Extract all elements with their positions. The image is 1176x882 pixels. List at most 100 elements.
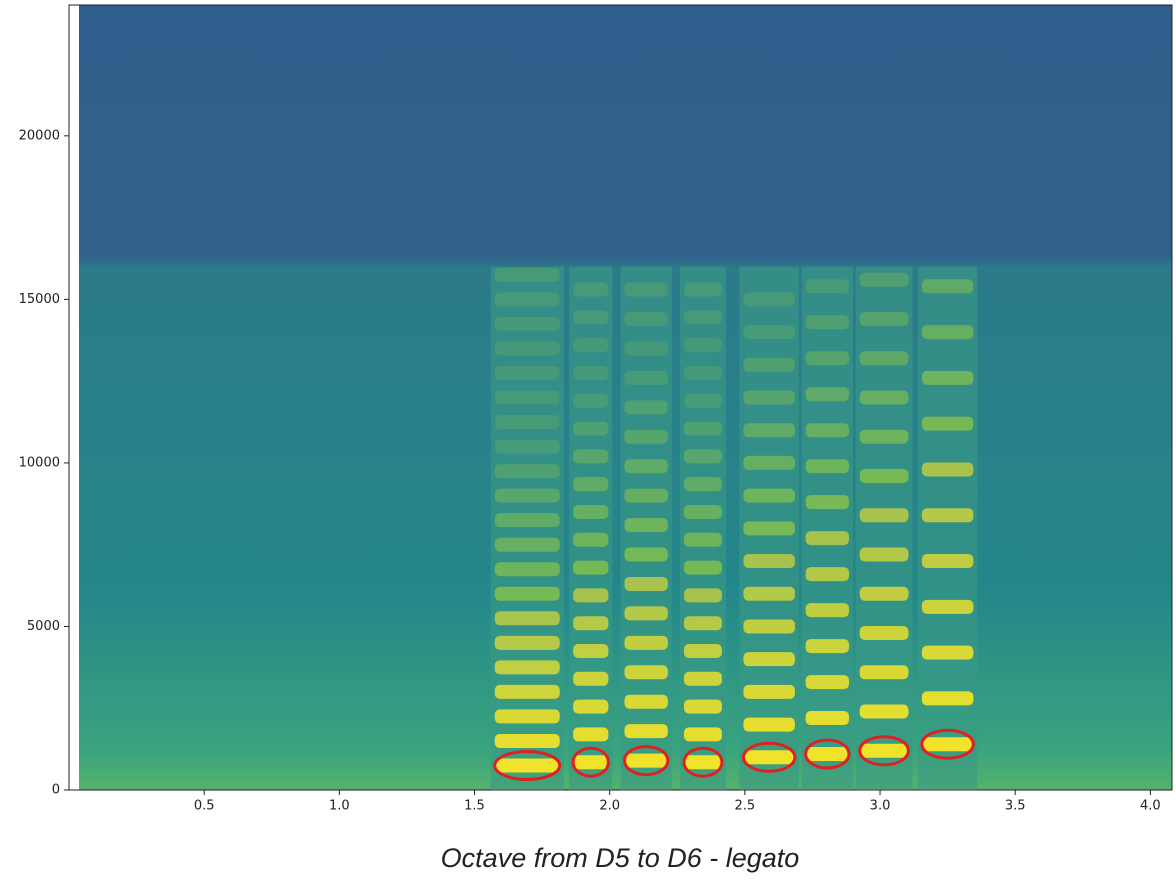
harmonic-band — [683, 477, 722, 492]
harmonic-band — [683, 338, 722, 353]
harmonic-band — [683, 282, 722, 297]
harmonic-band — [743, 390, 795, 405]
harmonic-band — [859, 508, 909, 523]
annotation-circle — [741, 741, 797, 773]
harmonic-band — [683, 449, 722, 464]
harmonic-band — [624, 753, 668, 768]
harmonic-band — [624, 282, 668, 297]
harmonic-band — [859, 429, 909, 444]
harmonic-band — [743, 554, 795, 569]
harmonic-band — [494, 684, 560, 699]
harmonic-band — [494, 292, 560, 307]
harmonic-band — [743, 717, 795, 732]
harmonic-band — [494, 611, 560, 626]
harmonic-band — [624, 429, 668, 444]
x-tick-label: 1.0 — [329, 799, 350, 814]
harmonic-band — [683, 560, 722, 575]
harmonic-band — [859, 665, 909, 680]
harmonic-band — [743, 423, 795, 438]
annotation-circle — [493, 749, 562, 781]
harmonic-band — [859, 351, 909, 366]
harmonic-band — [494, 660, 560, 675]
harmonic-band — [494, 464, 560, 479]
harmonic-band — [805, 387, 849, 402]
y-tick-label: 5000 — [27, 619, 60, 634]
harmonic-band — [921, 508, 974, 523]
annotation-circle — [571, 746, 610, 778]
harmonic-band — [624, 576, 668, 591]
harmonic-band — [573, 727, 609, 742]
harmonic-band — [624, 400, 668, 415]
harmonic-band — [624, 694, 668, 709]
harmonic-band — [573, 504, 609, 519]
annotation-circle — [920, 728, 975, 760]
harmonic-band — [624, 488, 668, 503]
chart-title: Octave from D5 to D6 - legato — [441, 843, 800, 873]
harmonic-band — [921, 737, 974, 752]
harmonic-band — [859, 586, 909, 601]
harmonic-band — [683, 504, 722, 519]
harmonic-band — [859, 626, 909, 640]
harmonic-band — [683, 643, 722, 658]
harmonic-band — [624, 724, 668, 739]
harmonic-band — [743, 750, 795, 765]
harmonic-band — [921, 325, 974, 340]
harmonic-band — [573, 616, 609, 631]
x-tick-label: 2.5 — [735, 799, 756, 814]
harmonic-band — [743, 455, 795, 470]
note-region — [490, 266, 564, 791]
annotation-circle — [858, 735, 910, 767]
note-region — [801, 266, 853, 791]
harmonic-band — [743, 488, 795, 503]
harmonic-band — [859, 390, 909, 405]
harmonic-band — [573, 310, 609, 325]
harmonic-band — [494, 316, 560, 331]
harmonic-band — [494, 341, 560, 356]
harmonic-band — [743, 325, 795, 340]
harmonic-band — [573, 338, 609, 353]
harmonic-band — [921, 462, 974, 477]
harmonic-band — [494, 586, 560, 601]
harmonic-band — [921, 279, 974, 294]
x-tick-label: 3.0 — [870, 799, 891, 814]
harmonic-band — [743, 586, 795, 601]
harmonic-band — [494, 488, 560, 503]
harmonic-band — [624, 518, 668, 533]
x-tick-label: 2.0 — [599, 799, 620, 814]
harmonic-band — [805, 567, 849, 582]
harmonic-band — [743, 619, 795, 634]
annotation-circle — [623, 745, 670, 777]
harmonic-band — [921, 370, 974, 385]
harmonic-band — [624, 312, 668, 326]
harmonic-band — [573, 699, 609, 714]
harmonic-band — [573, 477, 609, 492]
x-tick-label: 3.5 — [1005, 799, 1026, 814]
harmonic-band — [859, 469, 909, 483]
harmonic-band — [624, 635, 668, 650]
harmonic-band — [624, 459, 668, 474]
harmonic-band — [624, 606, 668, 621]
harmonic-band — [805, 639, 849, 654]
harmonic-band — [683, 365, 722, 380]
harmonic-band — [921, 554, 974, 569]
harmonic-band — [805, 495, 849, 510]
harmonic-band — [805, 351, 849, 366]
annotation-circle — [682, 746, 724, 778]
harmonic-band — [921, 416, 974, 431]
harmonic-band — [805, 459, 849, 474]
y-tick-label: 15000 — [19, 292, 60, 307]
harmonic-band — [683, 532, 722, 547]
harmonic-band — [624, 341, 668, 356]
harmonic-band — [494, 733, 560, 748]
harmonic-band — [624, 370, 668, 385]
harmonic-band — [683, 755, 722, 770]
harmonic-band — [921, 599, 974, 614]
harmonic-band — [743, 684, 795, 699]
harmonic-band — [494, 390, 560, 405]
harmonic-band — [573, 421, 609, 436]
harmonic-band — [743, 652, 795, 667]
harmonic-band — [683, 727, 722, 742]
harmonic-band — [573, 449, 609, 464]
harmonic-band — [494, 415, 560, 430]
harmonic-band — [624, 665, 668, 680]
